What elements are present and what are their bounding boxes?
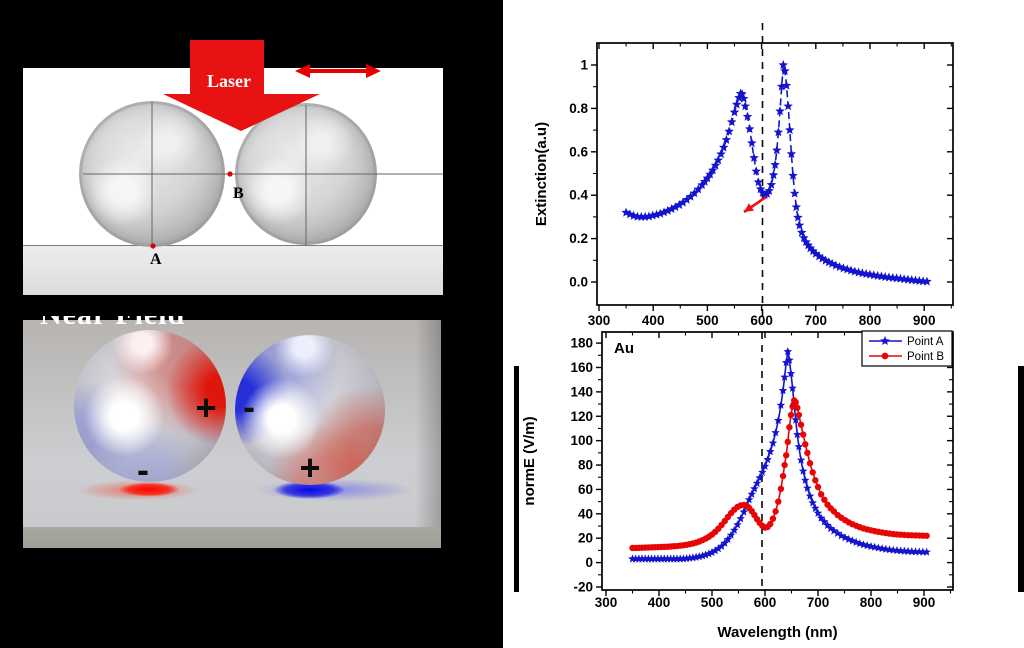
svg-text:600: 600: [750, 313, 773, 328]
svg-text:60: 60: [578, 482, 593, 497]
charged-sphere-right: [235, 335, 385, 485]
svg-text:700: 700: [805, 313, 828, 328]
svg-text:Au: Au: [614, 340, 634, 357]
svg-text:400: 400: [642, 313, 665, 328]
charged-sphere-left: [74, 330, 226, 482]
platform-front: [23, 527, 441, 548]
svg-text:180: 180: [570, 336, 593, 351]
svg-text:300: 300: [588, 313, 611, 328]
svg-text:Point A: Point A: [907, 336, 944, 348]
svg-text:0.8: 0.8: [569, 101, 588, 116]
svg-text:700: 700: [807, 595, 830, 610]
svg-text:0.6: 0.6: [569, 144, 588, 159]
svg-text:1: 1: [580, 58, 588, 73]
svg-text:900: 900: [913, 313, 936, 328]
plus-sign-left-sphere: +: [195, 387, 217, 428]
svg-text:0: 0: [585, 555, 593, 570]
svg-text:800: 800: [860, 595, 883, 610]
minus-sign-right-sphere: -: [243, 386, 255, 427]
svg-text:900: 900: [913, 595, 936, 610]
schematic-panel: [23, 68, 443, 295]
minus-sign-left-sphere: -: [137, 449, 149, 490]
svg-text:500: 500: [701, 595, 724, 610]
svg-text:80: 80: [578, 458, 593, 473]
svg-text:Point B: Point B: [907, 351, 944, 363]
svg-text:40: 40: [578, 506, 593, 521]
svg-text:600: 600: [754, 595, 777, 610]
gold-sphere-left: [79, 101, 225, 247]
panel-edge-sliver-left: [514, 366, 519, 592]
svg-text:0.0: 0.0: [569, 275, 588, 290]
clipped-caption-text: Near Field: [40, 316, 185, 324]
svg-text:normE (V/m): normE (V/m): [521, 416, 538, 505]
spectra-charts: 300 400 500 600 700 800 9000.00.20.40.60.81Ext…: [521, 23, 954, 641]
plus-sign-right-sphere: +: [299, 447, 321, 488]
svg-text:Extinction(a.u): Extinction(a.u): [533, 122, 550, 226]
clipped-caption: Near Field: [40, 316, 190, 324]
svg-text:500: 500: [696, 313, 719, 328]
svg-text:400: 400: [648, 595, 671, 610]
svg-text:160: 160: [570, 360, 593, 375]
substrate: [23, 245, 443, 295]
gold-sphere-right: [235, 103, 377, 245]
svg-text:300: 300: [595, 595, 618, 610]
svg-text:-20: -20: [573, 579, 593, 594]
svg-text:0.2: 0.2: [569, 231, 588, 246]
svg-text:0.4: 0.4: [569, 188, 588, 203]
svg-text:20: 20: [578, 531, 593, 546]
panel-edge-sliver-right: [1018, 366, 1024, 592]
svg-text:100: 100: [570, 433, 593, 448]
svg-text:800: 800: [859, 313, 882, 328]
near-field-panel: + - - +: [23, 320, 441, 548]
svg-text:140: 140: [570, 384, 593, 399]
svg-text:120: 120: [570, 409, 593, 424]
svg-text:Wavelength (nm): Wavelength (nm): [717, 624, 837, 641]
charts-panel: 300 400 500 600 700 800 900 0.0 0.2 0.4 0.6 0.8 1 Ext…: [503, 0, 1024, 648]
